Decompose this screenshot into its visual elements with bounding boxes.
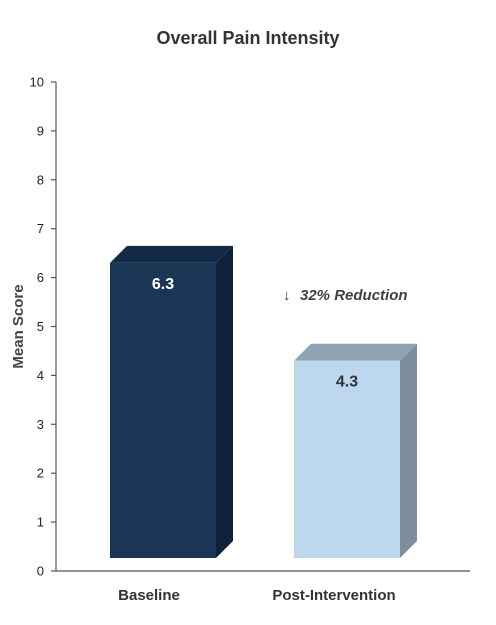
y-tick-label: 4	[37, 368, 44, 383]
y-tick-label: 2	[37, 466, 44, 481]
y-tick-label: 3	[37, 417, 44, 432]
chart-title: Overall Pain Intensity	[156, 28, 340, 48]
bar-front-face	[294, 360, 400, 558]
x-category-label: Post-Intervention	[272, 587, 395, 604]
y-tick-label: 7	[37, 221, 44, 236]
bar-top-face	[110, 245, 233, 263]
y-tick-label: 8	[37, 172, 44, 187]
bar-side-face	[216, 245, 233, 558]
x-category-label: Baseline	[118, 587, 180, 604]
axes-group: 0 1 2 3 4 5 6 7 8 9 10 Mean Score	[10, 75, 470, 579]
bar-value-label: 4.3	[336, 374, 358, 391]
y-tick-label: 1	[37, 515, 44, 530]
reduction-annotation: 32% Reduction	[300, 287, 408, 304]
bar-post-intervention	[294, 343, 417, 558]
labels-group: 6.3 Baseline 4.3 Post-Intervention ↓ 32% Redu…	[118, 276, 407, 604]
bar-baseline	[110, 245, 233, 558]
down-arrow-icon: ↓	[283, 287, 291, 304]
y-tick-label: 0	[37, 564, 44, 579]
y-tick-label: 6	[37, 270, 44, 285]
bar-front-face	[110, 262, 216, 558]
y-tick-label: 10	[30, 75, 44, 90]
y-tick-label: 5	[37, 319, 44, 334]
bar-top-face	[294, 343, 417, 361]
bars-group	[110, 245, 417, 558]
bar-side-face	[400, 343, 417, 558]
y-tick-label: 9	[37, 123, 44, 138]
bar-value-label: 6.3	[152, 276, 174, 293]
y-axis-title: Mean Score	[10, 284, 27, 368]
